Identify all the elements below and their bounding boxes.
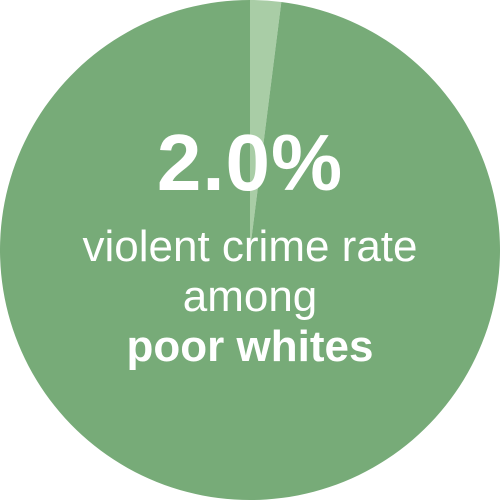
pie-slice-highlight [250, 0, 282, 250]
